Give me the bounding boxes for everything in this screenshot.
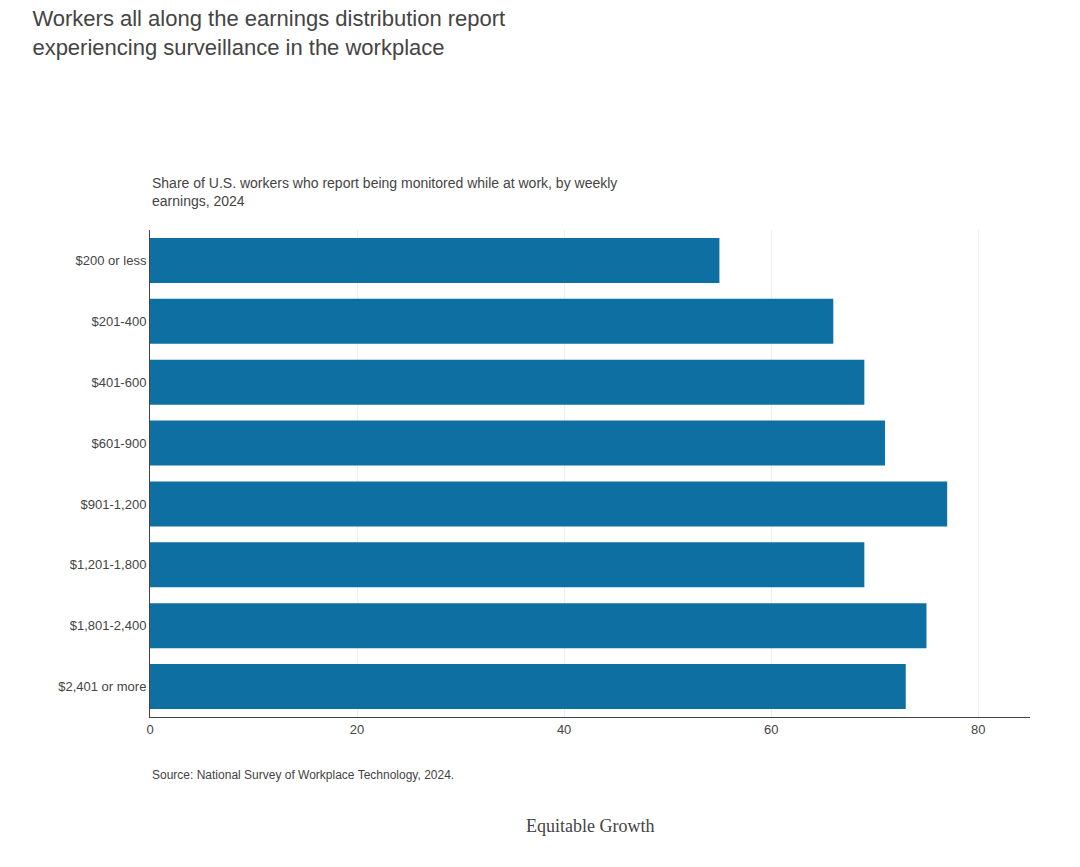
svg-text:$601-900: $601-900 xyxy=(91,436,146,451)
svg-text:$201-400: $201-400 xyxy=(91,314,146,329)
svg-text:80: 80 xyxy=(971,722,985,737)
svg-text:Equitable Growth: Equitable Growth xyxy=(526,816,654,836)
svg-text:$901-1,200: $901-1,200 xyxy=(81,496,147,511)
svg-text:Workers all along the earnings: Workers all along the earnings distribut… xyxy=(32,6,505,60)
svg-text:60: 60 xyxy=(764,722,778,737)
svg-text:$1,801-2,400: $1,801-2,400 xyxy=(70,618,147,633)
svg-text:$2,401 or more: $2,401 or more xyxy=(58,679,146,694)
svg-text:40: 40 xyxy=(557,722,571,737)
svg-text:20: 20 xyxy=(350,722,364,737)
svg-text:$200 or less: $200 or less xyxy=(76,253,147,268)
svg-text:0: 0 xyxy=(146,722,153,737)
svg-text:$1,201-1,800: $1,201-1,800 xyxy=(70,557,147,572)
svg-text:$401-600: $401-600 xyxy=(91,375,146,390)
svg-text:Source: National Survey of Wor: Source: National Survey of Workplace Tec… xyxy=(152,768,454,782)
svg-text:Share of U.S. workers who repo: Share of U.S. workers who report being m… xyxy=(152,175,617,209)
